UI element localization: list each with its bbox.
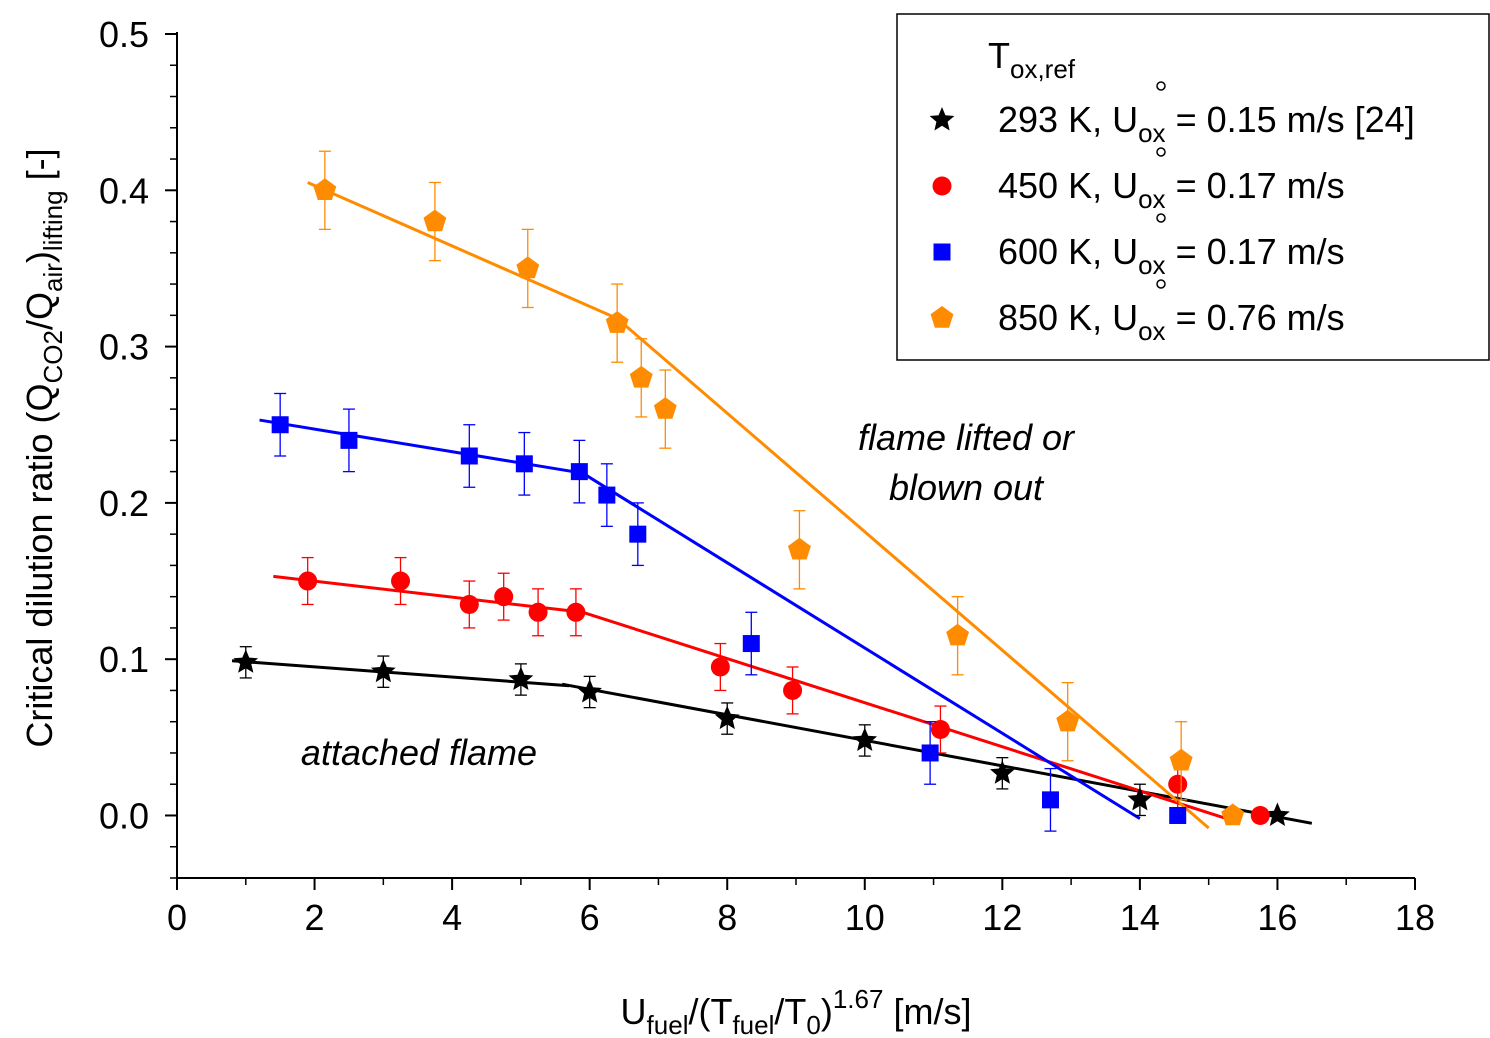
y-tick-label: 0.3 (99, 327, 149, 368)
x-tick-label: 8 (717, 897, 737, 938)
data-point-series-1 (566, 602, 586, 622)
legend-degree-mark (1156, 81, 1166, 91)
legend-label-3: 850 K, Uox = 0.76 m/s (998, 297, 1345, 346)
legend-degree-mark (1156, 279, 1166, 289)
legend-box (896, 13, 1490, 361)
x-tick-label: 10 (845, 897, 885, 938)
data-points (233, 150, 1290, 832)
data-point-series-3 (1221, 803, 1245, 826)
data-point-series-0 (233, 649, 259, 673)
y-tick-label: 0.5 (99, 14, 149, 55)
data-point-series-3 (629, 365, 653, 388)
data-point-series-1 (391, 571, 411, 591)
legend-degree-mark (1156, 213, 1166, 223)
data-point-series-0 (371, 658, 396, 683)
data-point-series-0 (577, 679, 602, 703)
x-tick-label: 0 (167, 897, 187, 938)
data-point-series-0 (714, 705, 740, 730)
data-point-series-1 (528, 602, 548, 622)
annotation-lifted: flame lifted or (858, 417, 1076, 458)
fit-line-series-1 (582, 610, 1237, 824)
data-point-series-1 (298, 571, 318, 591)
fit-line-series-0 (231, 659, 570, 688)
data-point-series-1 (710, 657, 730, 677)
data-point-series-3 (653, 397, 677, 419)
legend-label-0: 293 K, Uox = 0.15 m/s [24] (998, 99, 1415, 148)
legend: Tox,ref 293 K, Uox = 0.15 m/s [24] 450 K… (896, 13, 1490, 361)
data-point-series-2 (1169, 806, 1187, 824)
data-point-series-0 (852, 727, 878, 751)
data-point-series-2 (742, 635, 760, 653)
y-tick-label: 0.4 (99, 170, 149, 211)
data-point-series-3 (313, 178, 337, 200)
data-point-series-2 (570, 463, 588, 481)
y-tick-label: 0.2 (99, 483, 149, 524)
data-point-series-3 (1056, 709, 1080, 732)
fit-line-series-2 (581, 471, 1141, 820)
axes: 0 2 4 6 8 10 12 14 16 18 0.0 0.1 0.2 0.3 0.4 0.5 (99, 14, 1435, 938)
data-point-series-2 (340, 431, 358, 449)
x-axis-title: Ufuel/(Tfuel/T0)1.67 [m/s] (621, 984, 972, 1038)
fit-line-series-2 (259, 418, 584, 475)
fit-line-series-3 (616, 317, 1210, 830)
data-point-series-2 (515, 455, 533, 473)
data-point-series-3 (946, 623, 969, 646)
legend-degree-mark (1156, 147, 1166, 157)
annotation-blown-out: blown out (889, 467, 1045, 508)
data-point-series-2 (629, 525, 647, 543)
data-point-series-2 (460, 447, 478, 465)
legend-marker-2 (933, 243, 951, 261)
data-point-series-3 (788, 537, 811, 560)
legend-title: Tox,ref (988, 35, 1076, 84)
data-point-series-0 (1127, 786, 1153, 811)
legend-marker-3 (930, 306, 954, 328)
y-tick-label: 0.0 (99, 795, 149, 836)
fit-line-series-3 (307, 181, 618, 320)
y-tick-label: 0.1 (99, 639, 149, 680)
x-tick-label: 14 (1120, 897, 1160, 938)
x-tick-label: 4 (442, 897, 462, 938)
legend-label-1: 450 K, Uox = 0.17 m/s (998, 165, 1345, 214)
data-point-series-3 (1169, 748, 1193, 771)
data-point-series-2 (1041, 791, 1059, 809)
data-point-series-0 (508, 666, 534, 690)
x-tick-label: 16 (1257, 897, 1297, 938)
data-point-series-1 (1250, 805, 1270, 825)
data-point-series-1 (494, 587, 514, 607)
x-tick-label: 2 (305, 897, 325, 938)
data-point-series-2 (921, 744, 939, 762)
data-point-series-2 (598, 486, 616, 504)
data-point-series-1 (783, 680, 803, 700)
legend-marker-0 (929, 107, 955, 131)
fit-lines (231, 181, 1313, 830)
legend-label-2: 600 K, Uox = 0.17 m/s (998, 231, 1345, 280)
y-axis-title: Critical dilution ratio (QCO2/Qair)lifti… (19, 148, 68, 747)
x-tick-label: 6 (580, 897, 600, 938)
data-point-series-0 (990, 760, 1015, 784)
data-point-series-3 (516, 256, 540, 279)
data-point-series-3 (423, 209, 447, 232)
legend-marker-1 (932, 176, 952, 196)
x-tick-label: 18 (1395, 897, 1435, 938)
annotation-attached: attached flame (301, 732, 537, 773)
data-point-series-1 (930, 720, 950, 740)
data-point-series-3 (605, 311, 629, 333)
data-point-series-0 (1265, 802, 1290, 826)
x-tick-label: 12 (982, 897, 1022, 938)
data-point-series-1 (1168, 774, 1188, 794)
data-point-series-1 (459, 594, 479, 614)
data-point-series-2 (271, 416, 289, 434)
